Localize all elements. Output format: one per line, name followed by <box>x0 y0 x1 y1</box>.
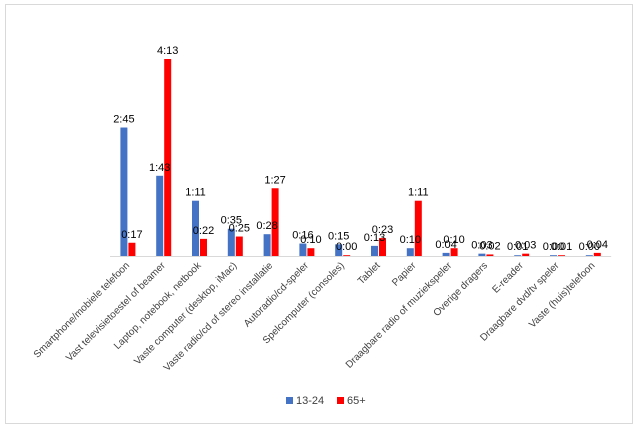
value-label-13-24-5: 0:16 <box>292 230 313 242</box>
value-label-65-0: 0:17 <box>121 229 142 241</box>
category-label-autoradio-cd-speler: Autoradio/cd-speler <box>242 260 312 330</box>
value-label-13-24-8: 0:10 <box>400 234 421 246</box>
bar-13-24-10 <box>478 253 486 256</box>
category-label-vaste-huis-telefoon: Vaste (huis)telefoon <box>527 260 597 330</box>
bar-13-24-4 <box>263 234 271 256</box>
bar-65-3 <box>235 236 243 256</box>
bar-65-9 <box>450 248 458 256</box>
value-label-13-24-13: 0:00 <box>579 241 600 253</box>
value-label-13-24-7: 0:13 <box>364 232 385 244</box>
legend-label-65: 65+ <box>347 395 366 407</box>
bar-65-8 <box>414 200 422 256</box>
value-label-65-12: 0:01 <box>551 241 572 253</box>
bar-65-0 <box>128 242 136 256</box>
legend-swatch-65 <box>337 397 344 404</box>
bar-65-4 <box>271 188 279 256</box>
bar-13-24-7 <box>371 245 378 256</box>
value-label-65-11: 0:03 <box>515 240 536 252</box>
value-label-65-5: 0:10 <box>300 234 321 246</box>
value-label-13-24-4: 0:28 <box>256 220 277 232</box>
bar-65-1 <box>164 59 172 256</box>
value-label-65-7: 0:23 <box>372 224 393 236</box>
bar-13-24-11 <box>514 255 522 256</box>
value-label-65-2: 0:22 <box>193 225 214 237</box>
bar-13-24-2 <box>192 200 199 256</box>
bar-13-24-13 <box>585 255 593 256</box>
value-label-65-10: 0:02 <box>479 240 500 252</box>
value-label-13-24-2: 1:11 <box>185 187 206 199</box>
bar-13-24-5 <box>299 243 307 256</box>
value-label-13-24-10: 0:03 <box>471 240 492 252</box>
bar-13-24-12 <box>550 255 557 256</box>
bar-65-13 <box>593 252 601 256</box>
value-label-65-13: 0:04 <box>587 239 608 251</box>
legend: 13-24 65+ <box>286 395 366 407</box>
bar-13-24-6 <box>335 244 343 256</box>
bar-65-5 <box>307 248 315 256</box>
bar-65-12 <box>558 255 565 256</box>
bar-13-24-1 <box>156 175 164 256</box>
bar-13-24-3 <box>227 228 235 256</box>
bar-65-11 <box>522 253 530 256</box>
value-label-65-4: 1:27 <box>264 174 285 186</box>
value-label-13-24-11: 0:01 <box>507 241 528 253</box>
value-label-13-24-0: 2:45 <box>113 114 134 126</box>
value-label-65-9: 0:10 <box>443 234 464 246</box>
bar-13-24-9 <box>442 252 450 256</box>
value-label-65-1: 4:13 <box>157 45 178 57</box>
category-label-papier: Papier <box>390 260 419 289</box>
chart-frame <box>5 4 633 424</box>
legend-swatch-13-24 <box>286 397 293 404</box>
value-label-13-24-3: 0:35 <box>221 215 242 227</box>
bar-65-7 <box>379 238 386 256</box>
bar-65-10 <box>486 254 494 256</box>
bar-65-2 <box>200 238 207 256</box>
value-label-65-3: 0:25 <box>229 223 250 235</box>
value-label-65-8: 1:11 <box>408 187 429 199</box>
value-label-13-24-6: 0:15 <box>328 230 349 242</box>
legend-label-13-24: 13-24 <box>296 395 324 407</box>
bar-13-24-0 <box>120 127 128 257</box>
category-label-e-reader: E-reader <box>491 260 527 296</box>
bar-65-6 <box>343 255 351 256</box>
value-label-13-24-1: 1:43 <box>149 162 170 174</box>
value-label-13-24-9: 0:04 <box>435 239 456 251</box>
value-label-65-6: 0:00 <box>336 241 357 253</box>
bar-13-24-8 <box>406 248 414 256</box>
category-label-tablet: Tablet <box>356 260 383 287</box>
value-label-13-24-12: 0:00 <box>543 241 564 253</box>
bars-layer <box>120 59 601 257</box>
value-labels-layer: 2:45 0:17 1:43 4:13 1:11 0:22 0:350:25 0:28 1:27… <box>113 45 608 253</box>
